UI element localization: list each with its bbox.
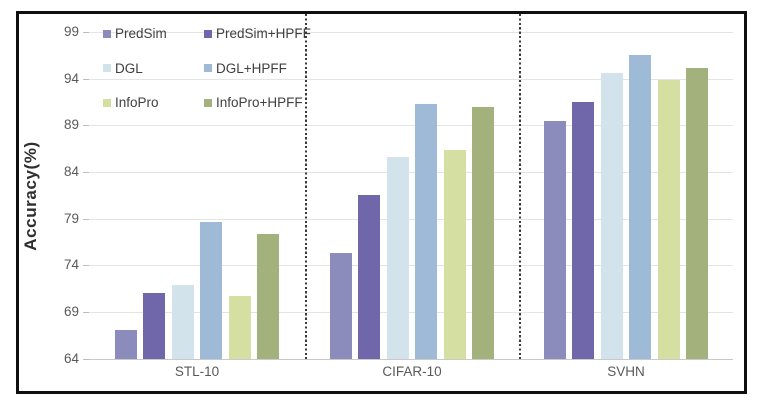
legend-swatch-predsim-hpff: [204, 29, 212, 38]
legend-label: PredSim+HPFF: [216, 26, 311, 41]
legend-label: DGL: [115, 60, 143, 76]
y-tick-mark-64: [83, 358, 89, 360]
x-category-label-svhn: SVHN: [607, 364, 645, 379]
bar-infopro-hpff-stl-10: [256, 234, 279, 359]
bar-infopro-stl-10: [228, 296, 251, 359]
gridline-y-74: [89, 265, 733, 267]
bar-predsim-hpff-svhn: [572, 101, 595, 359]
legend-item-predsim-hpff: PredSim+HPFF: [204, 26, 311, 41]
bar-dgl-hpff-svhn: [629, 55, 652, 359]
y-tick-label-94: 94: [63, 70, 79, 86]
gridline-y-94: [89, 78, 733, 80]
bar-dgl-cifar-10: [386, 157, 409, 359]
y-tick-mark-79: [83, 218, 89, 220]
legend-label: InfoPro: [115, 95, 159, 110]
gridline-y-69: [89, 311, 733, 313]
y-axis-title: Accuracy(%): [21, 141, 40, 251]
x-category-label-cifar-10: CIFAR-10: [382, 364, 442, 379]
gridline-y-89: [89, 125, 733, 127]
legend-label: PredSim: [115, 26, 167, 41]
bar-infopro-hpff-cifar-10: [471, 106, 494, 359]
legend-swatch-dgl: [103, 64, 111, 72]
legend-swatch-infopro: [103, 98, 111, 107]
gridline-y-84: [89, 171, 733, 173]
x-category-label-stl-10: STL-10: [174, 364, 220, 379]
chart-frame-border: [16, 11, 747, 394]
bar-dgl-stl-10: [171, 284, 194, 359]
y-tick-mark-84: [83, 171, 89, 173]
legend-swatch-predsim: [103, 29, 111, 38]
legend-item-dgl: DGL: [103, 61, 143, 76]
y-tick-mark-74: [83, 265, 89, 267]
bar-predsim-cifar-10: [330, 253, 352, 359]
bar-infopro-hpff-svhn: [685, 68, 708, 359]
bar-group-svhn: [544, 12, 708, 359]
bar-dgl-svhn: [600, 73, 623, 359]
bar-predsim-svhn: [544, 120, 566, 359]
y-tick-label-84: 84: [63, 163, 79, 179]
group-separator-1: [305, 14, 307, 359]
group-separator-2: [519, 14, 521, 359]
y-tick-label-64: 64: [63, 350, 79, 366]
y-tick-mark-94: [83, 78, 89, 80]
y-tick-label-69: 69: [63, 303, 79, 319]
legend-item-infopro: InfoPro: [103, 95, 159, 110]
gridline-y-99: [89, 32, 733, 33]
gridline-y-64: [89, 358, 733, 360]
bar-predsim-stl-10: [115, 329, 137, 359]
legend-item-infopro-hpff: InfoPro+HPFF: [204, 95, 303, 110]
y-tick-label-89: 89: [63, 117, 79, 133]
y-tick-label-99: 99: [63, 24, 79, 39]
legend-swatch-infopro-hpff: [204, 98, 212, 107]
y-tick-label-74: 74: [63, 257, 79, 273]
y-tick-mark-69: [83, 311, 89, 313]
bar-group-stl-10: [115, 12, 279, 359]
bar-predsim-hpff-stl-10: [143, 293, 166, 359]
legend-label: DGL+HPFF: [216, 60, 287, 76]
bar-dgl-hpff-stl-10: [200, 222, 223, 359]
y-tick-label-79: 79: [63, 210, 79, 226]
bar-infopro-cifar-10: [443, 149, 466, 359]
bar-group-cifar-10: [330, 12, 494, 359]
legend-item-predsim: PredSim: [103, 26, 167, 41]
gridline-y-79: [89, 218, 733, 220]
bar-predsim-hpff-cifar-10: [358, 195, 381, 359]
bar-infopro-svhn: [657, 79, 680, 359]
legend-label: InfoPro+HPFF: [216, 95, 303, 110]
y-tick-mark-89: [83, 125, 89, 127]
legend-swatch-dgl-hpff: [204, 64, 212, 72]
legend-item-dgl-hpff: DGL+HPFF: [204, 61, 287, 76]
bar-dgl-hpff-cifar-10: [415, 103, 438, 359]
y-tick-mark-99: [83, 32, 89, 33]
